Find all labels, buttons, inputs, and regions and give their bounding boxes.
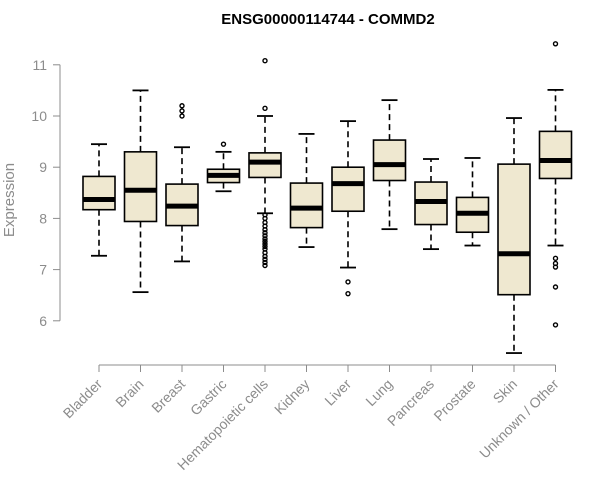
x-tick-label: Skin [490,376,521,407]
y-tick-label: 8 [39,210,47,226]
iqr-box [331,166,365,213]
outlier-point [345,290,351,297]
outlier-point [262,226,268,233]
box-liver [331,120,365,297]
outlier-point [552,255,559,262]
iqr-box [289,182,324,229]
y-tick-label: 9 [39,159,47,175]
y-axis-label: Expression [1,163,18,237]
y-axis: 6 7 8 9 10 11 [31,57,61,329]
box-unknown-other [538,41,573,328]
outlier-point [552,322,559,328]
box-gastric [206,141,241,193]
outlier-point [262,238,268,245]
outlier-point [262,230,268,236]
box-brain [123,89,158,294]
outlier-point [262,243,268,250]
outlier-point [179,113,185,119]
iqr-box [538,130,573,180]
outlier-point [262,262,268,269]
outlier-point [262,253,268,259]
box-kidney [289,133,324,248]
outlier-point [262,241,268,247]
x-tick-label: Liver [321,376,354,409]
x-tick-label: Prostate [430,376,478,424]
x-tick-label: Lung [362,376,395,409]
outlier-point [552,41,559,47]
box-lung [372,99,407,231]
outlier-point [345,279,351,285]
box-prostate [455,157,490,247]
outlier-point [262,233,268,239]
y-tick-label: 7 [39,262,47,278]
box-pancreas [414,158,448,251]
x-tick-label: Kidney [271,376,313,418]
outlier-point [179,103,185,109]
outlier-point [262,105,268,112]
iqr-box [372,139,407,182]
chart-title: ENSG00000114744 - COMMD2 [221,11,434,28]
outlier-point [552,264,559,270]
y-tick-label: 11 [32,57,47,73]
iqr-box [123,151,158,223]
outlier-point [262,259,268,266]
iqr-box [82,175,116,211]
iqr-box [248,152,282,179]
box-skin [497,117,531,354]
outlier-point [552,284,559,290]
outlier-point [262,58,268,64]
box-breast [165,103,199,263]
box-hematopoietic-cells [248,58,282,269]
outlier-point [262,256,268,263]
y-tick-label: 6 [39,313,47,329]
outlier-point [262,236,268,242]
outlier-point [220,141,227,147]
outlier-point [179,108,185,114]
iqr-box [497,163,531,296]
x-tick-label: Breast [148,376,188,416]
y-tick-label: 10 [31,108,47,124]
box-bladder [82,143,116,257]
x-tick-label: Bladder [60,376,106,422]
x-tick-label: Unknown / Other [476,376,562,462]
x-tick-label: Brain [112,376,146,410]
plot-area [82,41,573,354]
